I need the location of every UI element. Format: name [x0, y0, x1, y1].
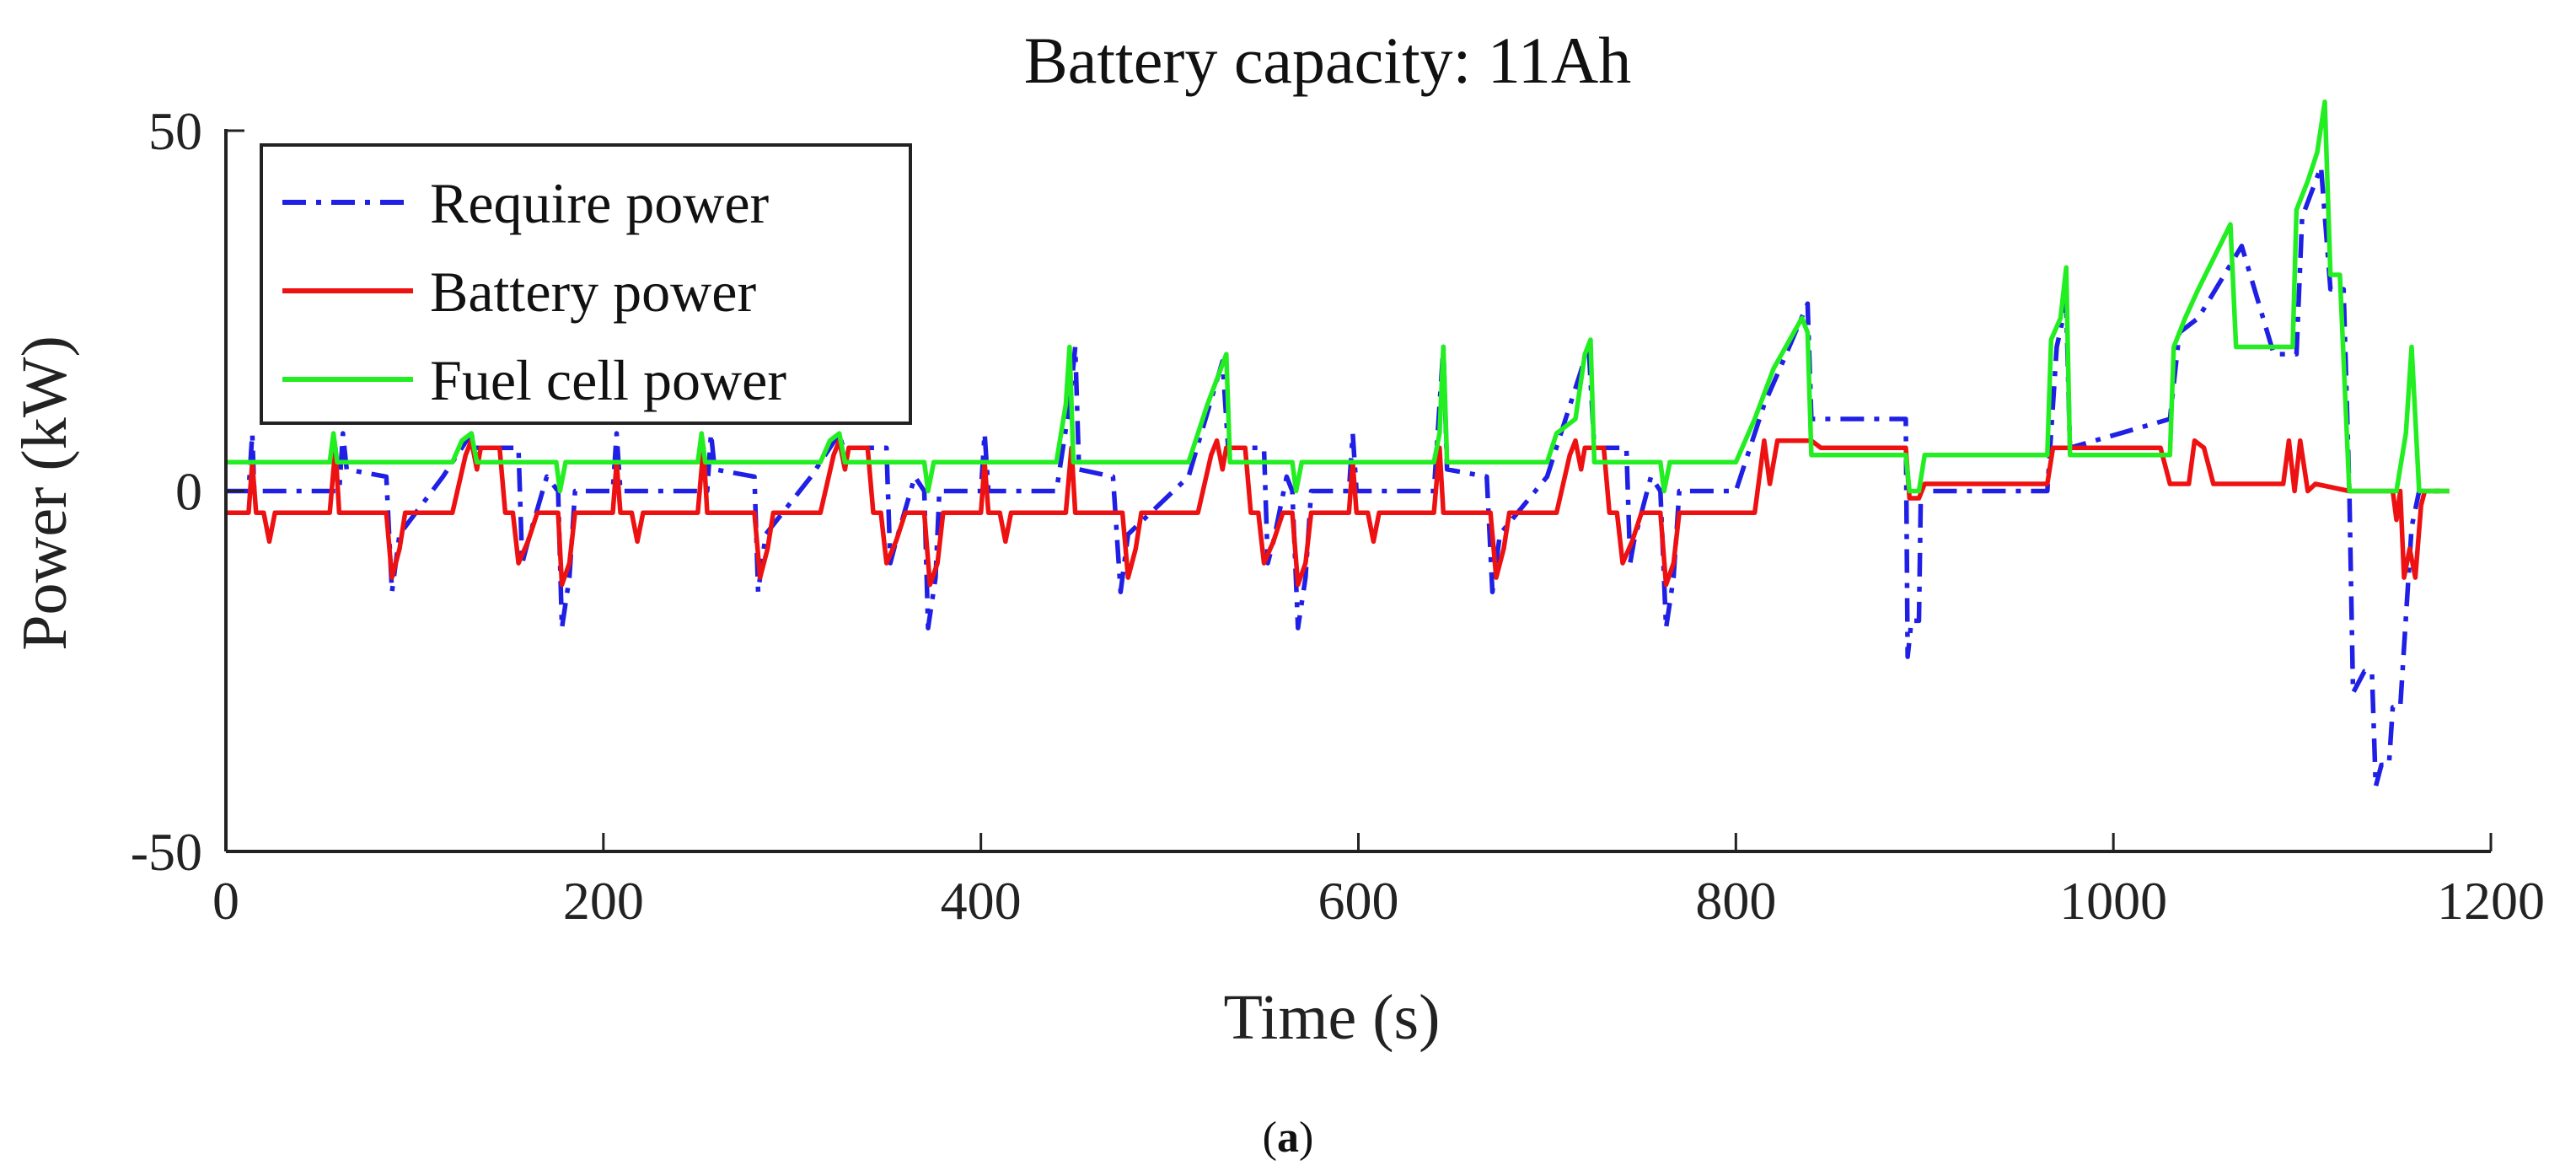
x-tick-label: 400	[941, 871, 1022, 931]
legend: Require power Battery power Fuel cell po…	[260, 143, 912, 425]
legend-label-require-power: Require power	[430, 171, 770, 235]
x-tick-label: 0	[212, 871, 239, 931]
x-tick-label: 600	[1318, 871, 1399, 931]
y-tick-label: 50	[148, 101, 202, 161]
y-tick-labels: -50 0 50	[131, 101, 202, 882]
series-line-require-power	[226, 164, 2450, 789]
axes	[224, 129, 2493, 853]
y-tick-label: 0	[175, 462, 202, 522]
x-tick-label: 1000	[2059, 871, 2167, 931]
x-tick-labels: 0 200 400 600 800 1000 1200	[212, 871, 2545, 931]
x-tick-label: 800	[1695, 871, 1776, 931]
x-tick-label: 1200	[2437, 871, 2545, 931]
x-axis-title: Time (s)	[1224, 982, 1441, 1053]
legend-label-fuel-cell-power: Fuel cell power	[430, 348, 786, 412]
y-tick-label: -50	[131, 822, 202, 882]
figure-caption: (a)	[1263, 1114, 1314, 1162]
chart-title: Battery capacity: 11Ah	[1024, 24, 1632, 97]
series-line-fuel-cell-power	[226, 99, 2450, 494]
series-layer	[226, 99, 2450, 789]
series-line-battery-power	[226, 438, 2450, 588]
y-axis-title: Power (kW)	[9, 336, 80, 651]
x-tick-label: 200	[563, 871, 644, 931]
legend-label-battery-power: Battery power	[430, 260, 756, 324]
